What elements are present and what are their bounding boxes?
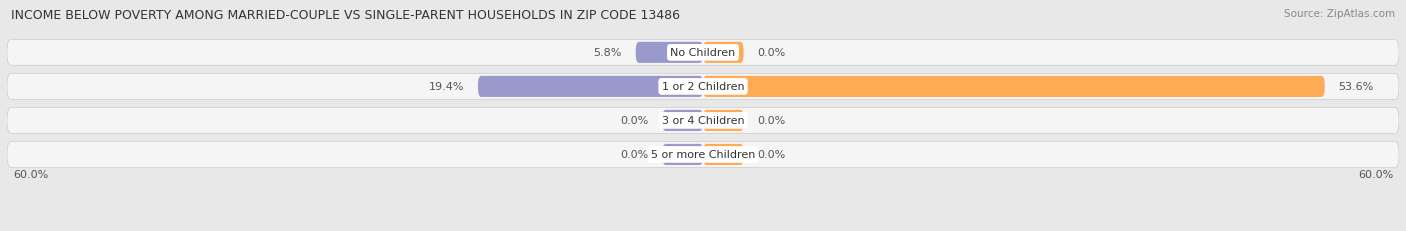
FancyBboxPatch shape — [662, 110, 703, 131]
FancyBboxPatch shape — [636, 43, 703, 64]
Text: 5 or more Children: 5 or more Children — [651, 150, 755, 160]
FancyBboxPatch shape — [703, 110, 744, 131]
Text: 1 or 2 Children: 1 or 2 Children — [662, 82, 744, 92]
FancyBboxPatch shape — [7, 142, 1399, 168]
Text: No Children: No Children — [671, 48, 735, 58]
FancyBboxPatch shape — [703, 144, 744, 165]
Text: INCOME BELOW POVERTY AMONG MARRIED-COUPLE VS SINGLE-PARENT HOUSEHOLDS IN ZIP COD: INCOME BELOW POVERTY AMONG MARRIED-COUPL… — [11, 9, 681, 22]
FancyBboxPatch shape — [7, 74, 1399, 100]
Text: 0.0%: 0.0% — [758, 116, 786, 126]
FancyBboxPatch shape — [478, 76, 703, 97]
Text: 0.0%: 0.0% — [620, 116, 648, 126]
Text: 0.0%: 0.0% — [758, 150, 786, 160]
Text: 60.0%: 60.0% — [1358, 169, 1393, 179]
Text: 0.0%: 0.0% — [758, 48, 786, 58]
Text: 3 or 4 Children: 3 or 4 Children — [662, 116, 744, 126]
Text: 19.4%: 19.4% — [429, 82, 464, 92]
FancyBboxPatch shape — [662, 144, 703, 165]
FancyBboxPatch shape — [703, 43, 744, 64]
Text: Source: ZipAtlas.com: Source: ZipAtlas.com — [1284, 9, 1395, 19]
FancyBboxPatch shape — [703, 76, 1324, 97]
Text: 60.0%: 60.0% — [13, 169, 48, 179]
FancyBboxPatch shape — [7, 40, 1399, 66]
Text: 0.0%: 0.0% — [620, 150, 648, 160]
FancyBboxPatch shape — [7, 108, 1399, 134]
Text: 53.6%: 53.6% — [1339, 82, 1374, 92]
Text: 5.8%: 5.8% — [593, 48, 621, 58]
